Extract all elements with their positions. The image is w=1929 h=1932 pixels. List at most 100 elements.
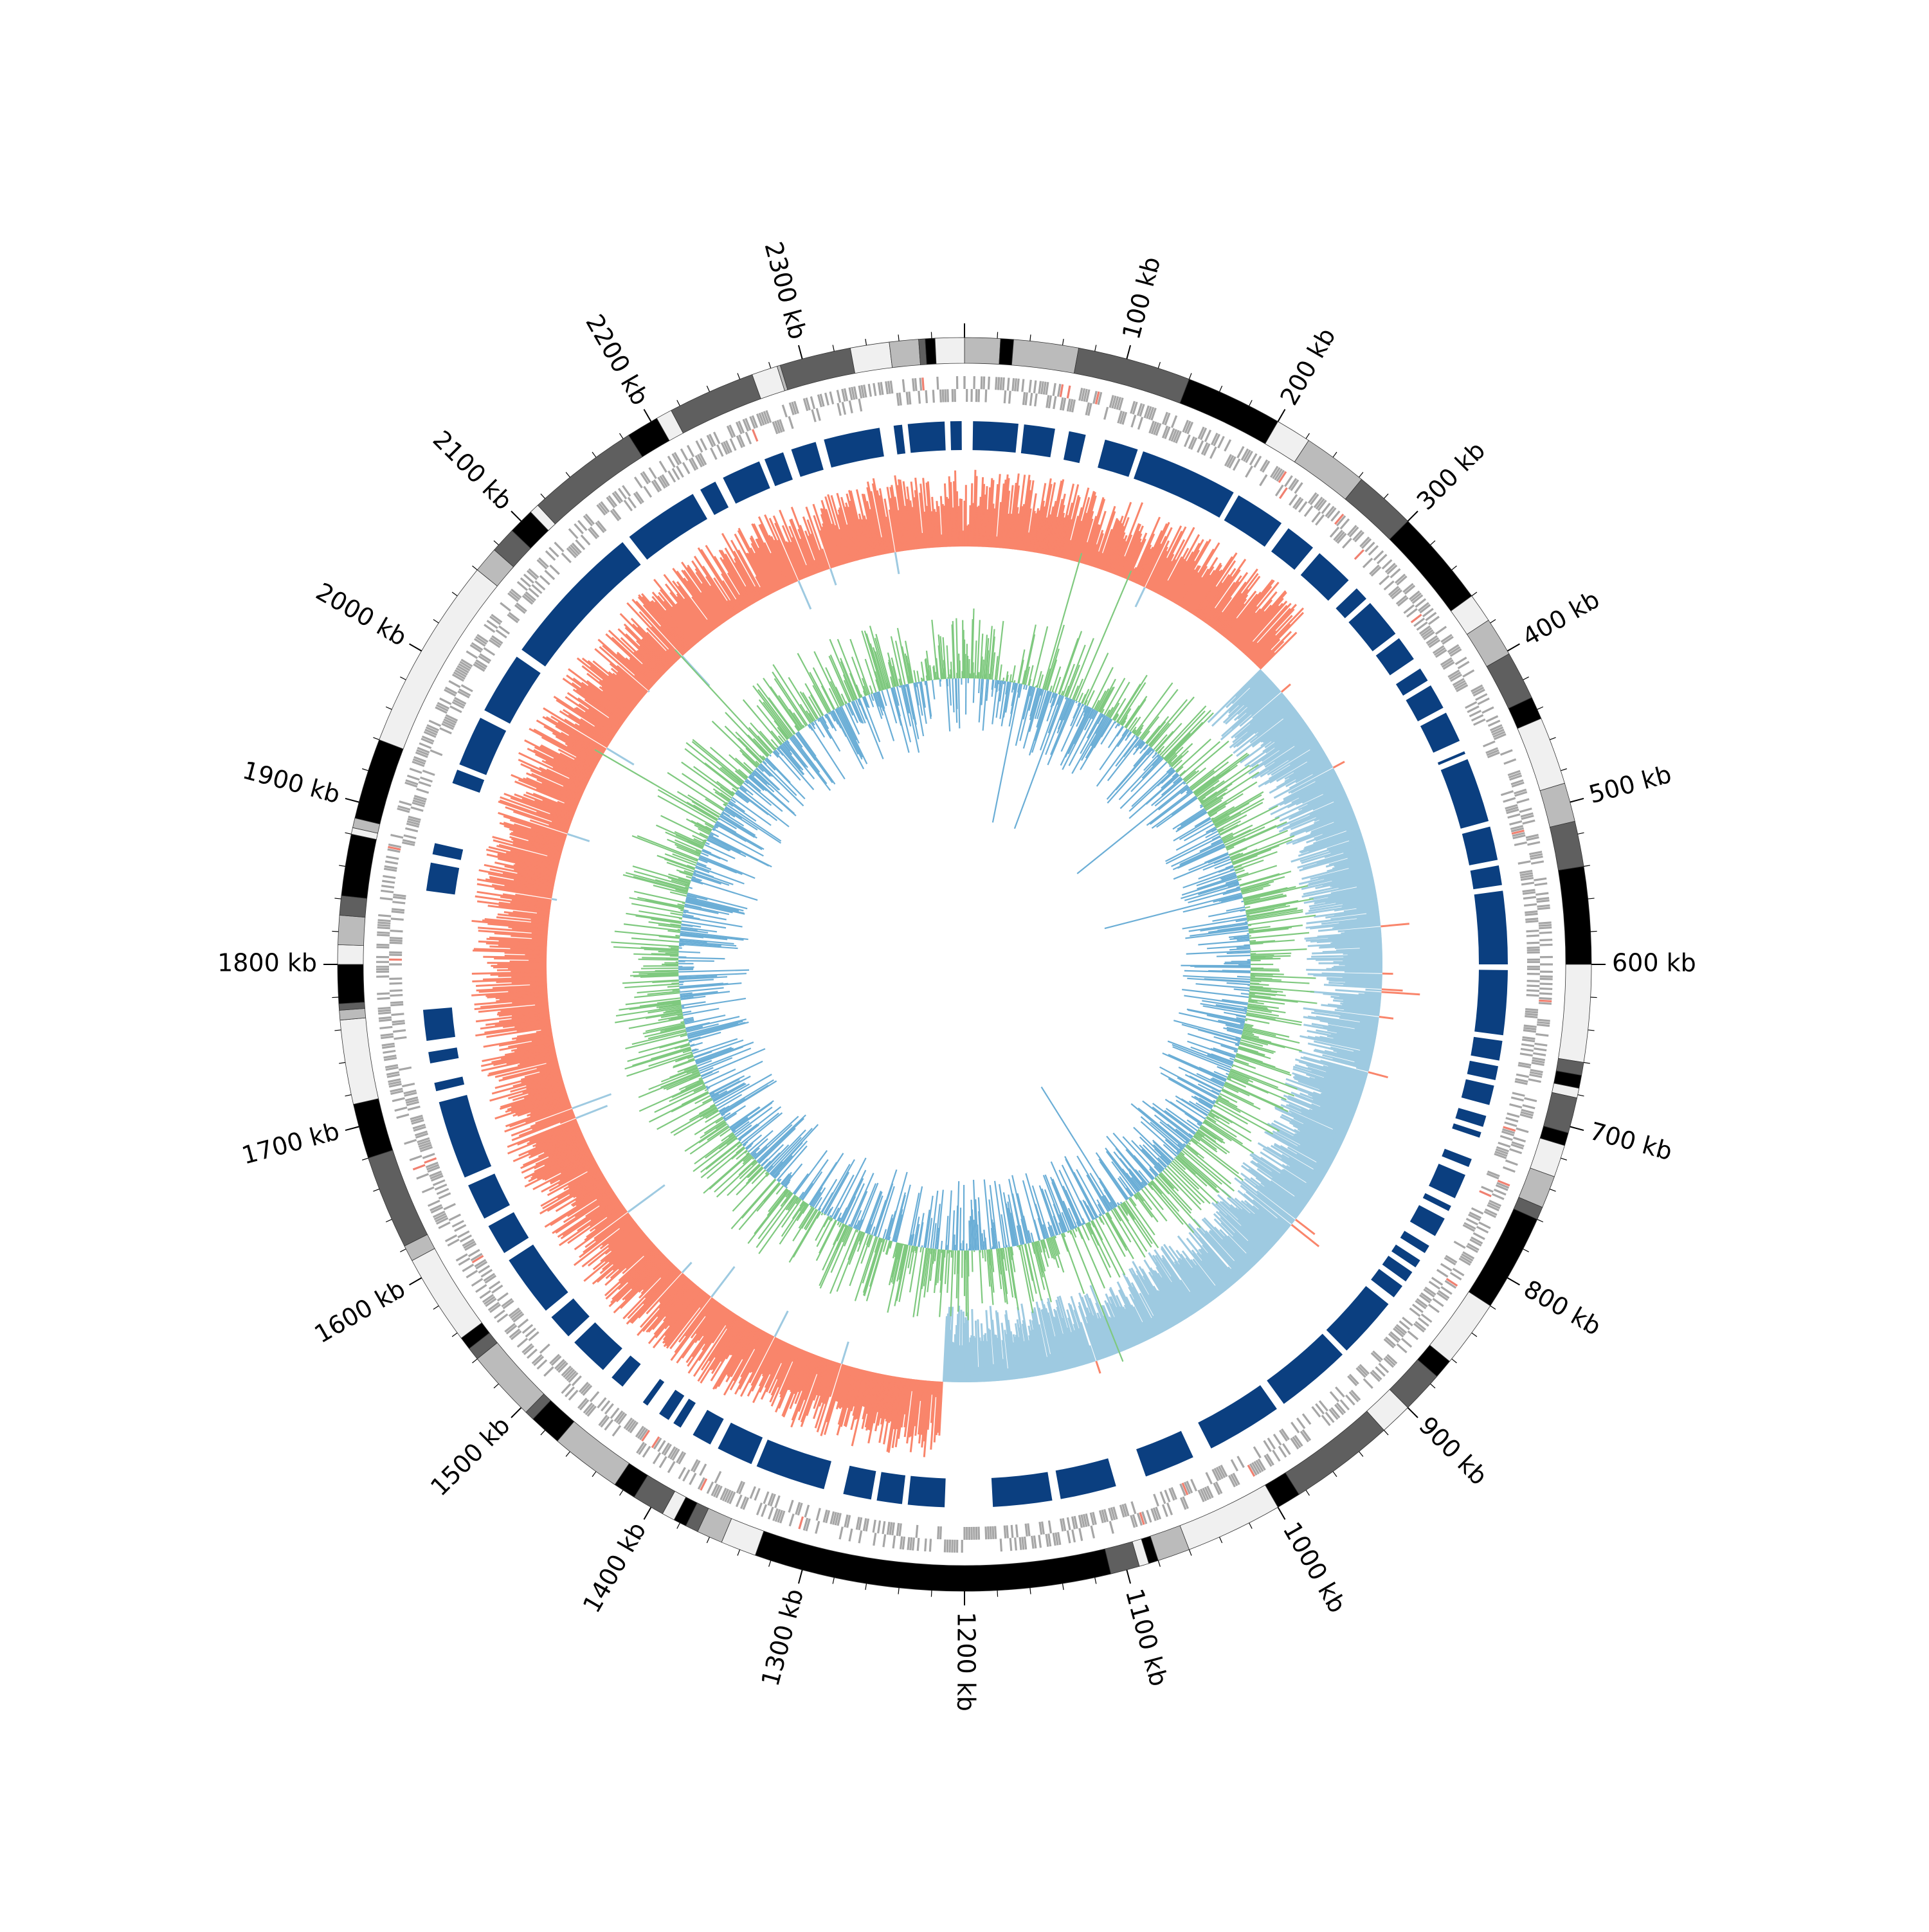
gc-skew-bar: [830, 568, 836, 585]
gc-skew-bar: [966, 1320, 967, 1382]
major-tick: [1127, 1570, 1130, 1584]
gene-mark: [1330, 1392, 1339, 1402]
gc-content-bar: [1129, 1197, 1130, 1198]
gene-mark: [1437, 1270, 1448, 1277]
gene-mark: [590, 1392, 599, 1402]
gene-mark: [1463, 671, 1474, 677]
gc-skew-bar: [1306, 970, 1382, 971]
gc-content-bar: [1050, 686, 1052, 692]
gene-mark: [1481, 1187, 1493, 1192]
gene-mark: [1506, 1118, 1518, 1121]
gene-mark: [886, 381, 888, 394]
gene-mark: [1184, 435, 1190, 446]
gc-skew-bar: [1382, 989, 1403, 991]
feature-block-17: [1471, 865, 1502, 889]
gene-mark: [1029, 380, 1031, 393]
gene-mark: [391, 919, 404, 920]
minor-tick: [677, 400, 680, 406]
gene-mark: [500, 603, 511, 611]
minor-tick: [1591, 997, 1597, 998]
minor-tick: [1333, 1472, 1337, 1477]
gc-content-bar: [782, 1202, 805, 1236]
minor-tick: [1550, 737, 1555, 740]
gene-mark: [696, 441, 702, 453]
gene-mark: [581, 535, 590, 545]
gc-content-bar: [1224, 817, 1280, 843]
minor-tick: [1550, 1189, 1555, 1191]
feature-block-71: [908, 422, 946, 453]
minor-tick: [1030, 1588, 1031, 1594]
gene-mark: [1537, 908, 1550, 909]
gene-mark: [1025, 1537, 1026, 1549]
feature-block-61: [459, 718, 506, 775]
gc-content-bar: [1175, 1096, 1207, 1116]
gene-mark: [380, 898, 393, 899]
gene-mark: [1523, 897, 1536, 898]
feature-block-58: [426, 863, 459, 895]
gene-mark: [1210, 447, 1216, 458]
gc-content-bar: [1226, 1074, 1229, 1075]
major-tick: [511, 1407, 521, 1418]
gene-mark: [826, 393, 829, 405]
gene-mark: [377, 932, 390, 933]
minor-tick: [345, 1095, 352, 1096]
gene-mark: [394, 1037, 407, 1039]
gene-mark: [874, 1533, 876, 1546]
minor-tick: [833, 1578, 834, 1584]
gene-mark: [376, 947, 389, 948]
gene-mark: [1364, 1379, 1373, 1388]
gene-mark: [1305, 506, 1312, 516]
minor-tick: [400, 1249, 406, 1252]
gc-content-bar: [1159, 1175, 1191, 1211]
gene-mark: [419, 782, 431, 786]
minor-tick: [707, 386, 709, 392]
gene-mark: [1521, 883, 1534, 885]
gene-mark: [1047, 395, 1049, 408]
gene-mark: [753, 429, 757, 442]
gene-mark: [1513, 1137, 1525, 1141]
gene-mark: [1482, 707, 1494, 713]
gene-mark: [452, 1221, 464, 1227]
minor-tick: [931, 1591, 932, 1597]
gc-content-bar: [856, 1230, 858, 1232]
major-tick: [644, 410, 651, 422]
gene-mark: [1537, 1022, 1550, 1024]
minor-tick: [386, 707, 392, 709]
gc-content-bar: [983, 679, 987, 730]
gc-content-bar: [1136, 1193, 1158, 1222]
gc-content-bar: [1248, 925, 1251, 926]
contig-block-2: [1011, 339, 1078, 374]
gc-content-bar: [1012, 683, 1014, 693]
gene-mark: [1030, 393, 1031, 406]
gene-mark: [1518, 862, 1531, 864]
gene-mark: [913, 1538, 914, 1551]
gene-mark: [1465, 702, 1477, 708]
tick-label: 1200 kb: [952, 1612, 981, 1711]
gene-mark: [1039, 1535, 1041, 1548]
feature-block-24: [1452, 1123, 1481, 1137]
gene-mark: [903, 1537, 904, 1549]
gene-mark: [440, 698, 451, 704]
contig-block-16: [1558, 866, 1591, 964]
feature-block-15: [1441, 759, 1489, 829]
gene-mark: [1526, 995, 1539, 996]
gene-mark: [1154, 1494, 1159, 1506]
gene-mark: [440, 728, 451, 734]
gc-content-bar: [1091, 717, 1108, 746]
gene-mark: [1528, 1079, 1541, 1082]
gene-mark: [799, 1517, 803, 1529]
gene-mark: [711, 448, 716, 460]
gene-mark: [392, 1021, 405, 1022]
gc-content-bar: [1200, 805, 1202, 806]
feature-block-25: [1442, 1149, 1472, 1167]
gene-mark: [901, 1537, 902, 1549]
gene-mark: [1225, 440, 1231, 451]
gc-content-bar: [1231, 861, 1233, 862]
gene-mark: [660, 461, 666, 472]
gc-skew-bar: [628, 1185, 665, 1212]
gene-mark: [900, 393, 901, 406]
tick-label: 400 kb: [1517, 585, 1604, 651]
feature-block-16: [1462, 827, 1498, 865]
major-tick: [1408, 1407, 1418, 1418]
gene-mark: [448, 1240, 459, 1246]
